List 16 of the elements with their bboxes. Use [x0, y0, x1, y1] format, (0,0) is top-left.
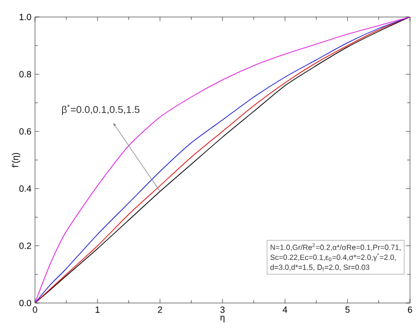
y-tick-label: 0.0 [19, 300, 32, 306]
annotation: β$^{*}$=0.0,0.1,0.5,1.5 [62, 104, 140, 116]
y-tick-label: 0.6 [19, 128, 32, 135]
x-tick-label: 0 [32, 306, 38, 313]
x-tick-label: 6 [408, 306, 412, 313]
x-axis-title: η [220, 316, 224, 322]
x-tick-label: 3 [220, 306, 225, 313]
y-tick-label: 0.2 [19, 242, 32, 249]
x-tick-label: 1 [96, 306, 100, 313]
y-tick-label: 1.0 [20, 14, 32, 20]
x-tick-label: 2 [158, 306, 162, 313]
y-tick-label: 0.4 [19, 185, 32, 192]
y-tick-label: 0.8 [19, 71, 32, 78]
x-tick-label: 4 [282, 306, 288, 313]
y-axis-title: f'(η) [12, 152, 20, 168]
x-tick-label: 5 [345, 306, 350, 313]
